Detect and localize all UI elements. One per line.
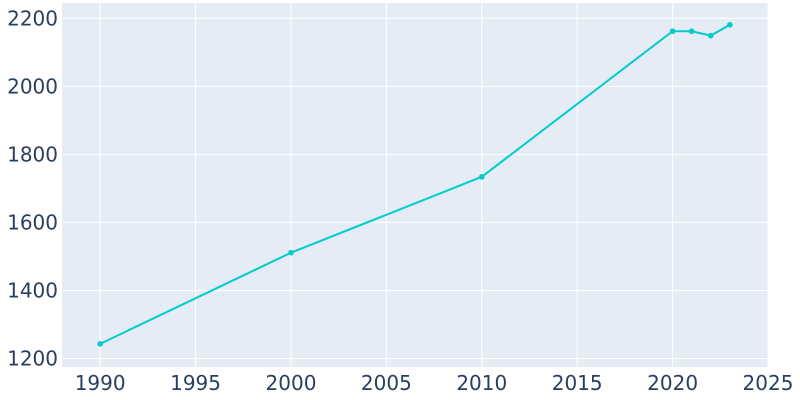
- data-point[interactable]: [669, 28, 676, 35]
- x-tick-label: 1995: [170, 371, 221, 395]
- series-layer: [97, 21, 733, 347]
- data-point[interactable]: [707, 32, 714, 39]
- x-tick-label: 1990: [75, 371, 126, 395]
- x-tick-label: 2025: [743, 371, 794, 395]
- data-point[interactable]: [727, 21, 733, 28]
- x-tick-label: 2000: [266, 371, 317, 395]
- data-point[interactable]: [688, 28, 695, 35]
- y-tick-label: 2200: [7, 6, 58, 30]
- data-point[interactable]: [97, 341, 103, 347]
- y-tick-label: 1600: [7, 210, 58, 234]
- y-tick-label: 1800: [7, 142, 58, 166]
- grid: [62, 3, 769, 367]
- y-tick-label: 1400: [7, 278, 58, 302]
- x-tick-label: 2005: [361, 371, 412, 395]
- x-axis-ticks: 1990 1995 2000 2005 2010 2015 2020 2025: [75, 371, 794, 395]
- y-tick-label: 2000: [7, 74, 58, 98]
- data-point[interactable]: [478, 174, 485, 180]
- y-tick-label: 1200: [7, 346, 58, 370]
- x-tick-label: 2020: [647, 371, 698, 395]
- y-axis-ticks: 1200 1400 1600 1800 2000 2200: [7, 6, 58, 370]
- data-point[interactable]: [288, 249, 294, 256]
- x-tick-label: 2015: [552, 371, 603, 395]
- x-tick-label: 2010: [456, 371, 507, 395]
